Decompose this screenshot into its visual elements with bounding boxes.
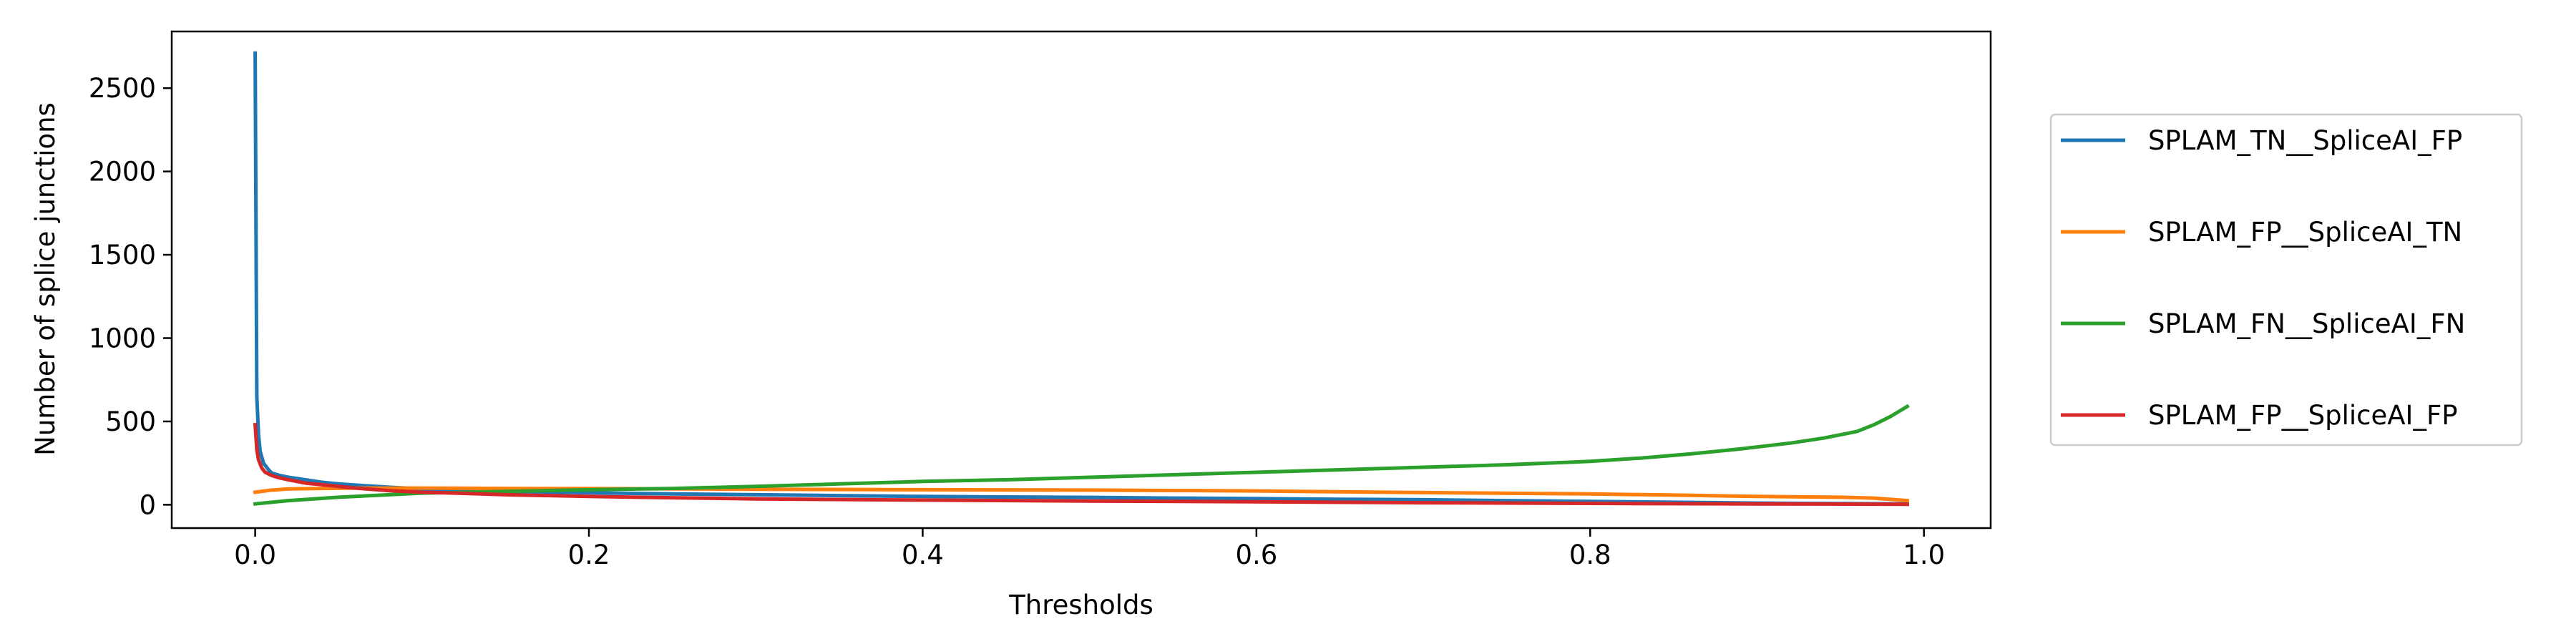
axes: 0.0 0.2 0.4 0.6 0.8 1.0 0 500 1000 1500 2000 2500	[89, 30, 1992, 570]
y-tick-label: 1000	[89, 323, 156, 354]
legend-box	[2049, 113, 2523, 447]
x-tick-label: 1.0	[1903, 540, 1945, 570]
y-tick-label: 1500	[89, 240, 156, 270]
legend-label: SPLAM_FP__SpliceAI_TN	[2148, 217, 2462, 248]
plot-area	[253, 51, 1910, 507]
y-tick-label: 500	[105, 406, 156, 437]
y-tick-label: 2500	[89, 73, 156, 104]
series-line-2	[253, 486, 1910, 503]
legend: SPLAM_TN__SpliceAI_FP SPLAM_FP__SpliceAI_…	[2049, 113, 2523, 447]
series-line-1	[253, 51, 1909, 506]
y-tick-label: 2000	[89, 157, 156, 187]
plot-frame	[170, 30, 1992, 530]
series-line-4	[253, 422, 1909, 507]
x-tick-label: 0.2	[568, 540, 610, 570]
x-tick-label: 0.6	[1235, 540, 1277, 570]
legend-label: SPLAM_FP__SpliceAI_FP	[2148, 400, 2458, 431]
x-tick-label: 0.0	[234, 540, 276, 570]
y-tick-label: 0	[139, 489, 156, 520]
y-axis-label: Number of splice junctions	[30, 102, 61, 456]
x-tick-label: 0.4	[902, 540, 944, 570]
legend-label: SPLAM_FN__SpliceAI_FN	[2148, 308, 2465, 339]
x-axis-label: Thresholds	[1008, 590, 1153, 620]
legend-label: SPLAM_TN__SpliceAI_FP	[2148, 125, 2462, 156]
x-tick-label: 0.8	[1569, 540, 1611, 570]
series-line-3	[253, 404, 1910, 506]
